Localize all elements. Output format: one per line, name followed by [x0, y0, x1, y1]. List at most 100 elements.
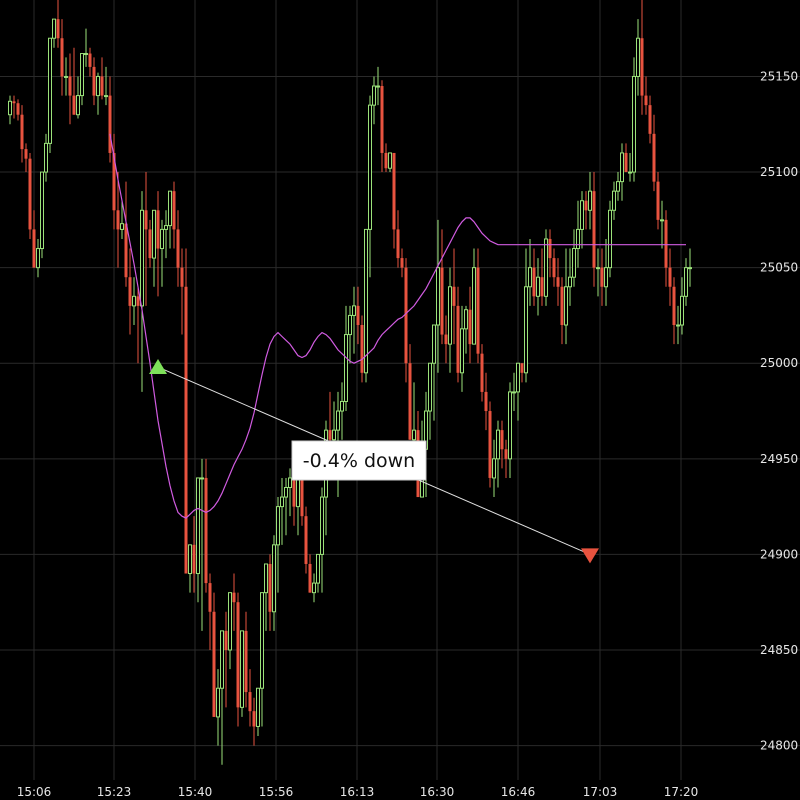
candle: [440, 229, 444, 345]
candle: [452, 248, 456, 345]
candle-body-up: [80, 53, 84, 97]
candle: [60, 19, 64, 96]
candle: [344, 305, 348, 412]
candle: [632, 57, 636, 182]
candle: [372, 76, 376, 125]
candle: [48, 37, 52, 153]
candle: [608, 200, 612, 278]
candle-body-down: [540, 277, 544, 297]
candle: [308, 554, 312, 593]
candle-body-up: [436, 267, 440, 326]
candle: [132, 277, 136, 325]
candle: [192, 516, 196, 593]
candle-body-up: [104, 95, 108, 98]
candle-body-down: [300, 472, 304, 517]
candle-body-down: [176, 229, 180, 268]
candle: [144, 172, 148, 306]
candle-body-up: [544, 238, 548, 297]
moving-average-line: [109, 133, 686, 519]
candle: [384, 143, 388, 173]
candle: [652, 114, 656, 192]
candle-body-up: [168, 190, 172, 227]
candle-body-up: [276, 506, 280, 546]
candle-body-up: [264, 563, 268, 594]
candle-body-up: [604, 267, 608, 288]
candle-body-down: [308, 563, 312, 593]
candle: [188, 544, 192, 593]
candle: [12, 95, 16, 119]
candle: [160, 219, 164, 287]
candle-body-down: [452, 286, 456, 306]
candle: [396, 210, 400, 268]
candle: [468, 286, 472, 364]
candle: [512, 372, 516, 412]
candle: [80, 53, 84, 106]
candle: [32, 210, 36, 268]
candle: [520, 363, 524, 383]
y-tick-label: 25050: [760, 261, 798, 275]
candle: [304, 506, 308, 574]
candle-body-up: [372, 85, 376, 106]
candle-body-up: [200, 477, 204, 480]
candle: [684, 258, 688, 306]
candle: [212, 592, 216, 717]
candle-body-up: [312, 582, 316, 594]
candle-body-down: [252, 711, 256, 727]
candle: [368, 95, 372, 278]
candle: [428, 362, 432, 440]
candle: [556, 258, 560, 306]
candle: [252, 697, 256, 746]
candle: [572, 229, 576, 287]
candle-body-down: [400, 258, 404, 268]
candle: [228, 592, 232, 670]
candle-body-down: [156, 210, 160, 249]
candle-body-up: [432, 324, 436, 364]
candle-body-up: [688, 267, 692, 270]
candle-body-up: [636, 37, 640, 77]
candle: [76, 76, 80, 119]
candle-body-down: [32, 229, 36, 268]
candle-body-up: [588, 190, 592, 211]
candle-body-down: [232, 592, 236, 603]
candle-body-up: [332, 429, 336, 441]
candle: [268, 554, 272, 631]
candle-body-down: [28, 158, 32, 230]
candle: [676, 305, 680, 345]
candle-body-down: [476, 267, 480, 354]
candle: [592, 172, 596, 287]
candle: [276, 497, 280, 593]
candle-body-up: [348, 314, 352, 336]
candle-body-down: [668, 267, 672, 287]
candle-body-up: [140, 209, 144, 307]
candle: [8, 95, 12, 125]
candle-body-up: [188, 544, 192, 575]
candle: [568, 248, 572, 306]
candle: [432, 324, 436, 421]
candle-body-up: [632, 75, 636, 173]
candle: [180, 248, 184, 335]
y-tick-label: 25000: [760, 356, 798, 370]
candle: [112, 133, 116, 230]
candle-body-up: [336, 410, 340, 431]
candle-body-up: [368, 104, 372, 230]
candle-body-up: [608, 209, 612, 269]
candle: [352, 286, 356, 354]
candle: [152, 209, 156, 287]
candle: [496, 420, 500, 488]
candle-body-down: [408, 363, 412, 440]
candle: [56, 0, 60, 48]
candle-body-down: [396, 229, 400, 259]
candle: [536, 258, 540, 316]
candle: [116, 172, 120, 268]
candle: [184, 248, 188, 574]
candle: [140, 191, 144, 392]
candle: [360, 315, 364, 383]
candle-body-up: [684, 267, 688, 297]
buy-marker-up-triangle: [149, 359, 167, 375]
candle-body-down: [244, 630, 248, 693]
candle-body-down: [24, 149, 28, 159]
candle-body-up: [48, 37, 52, 144]
candle: [100, 57, 104, 100]
candle: [476, 248, 480, 364]
